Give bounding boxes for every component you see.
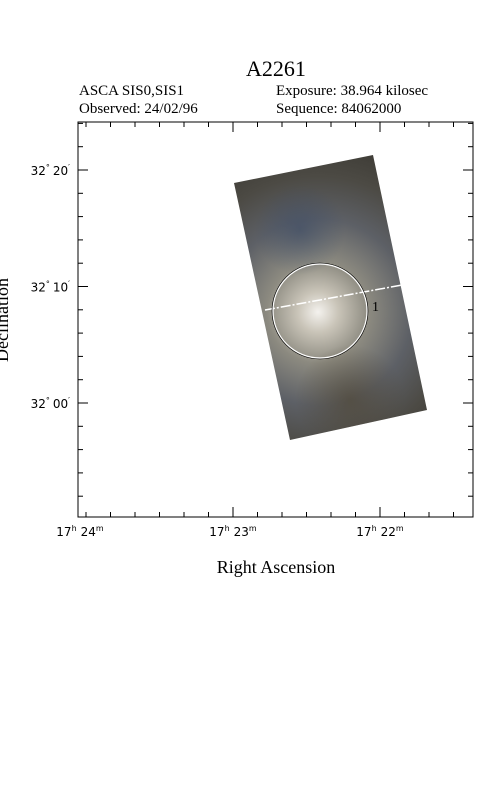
x-tick-label: 17h 24m — [56, 524, 104, 539]
instrument: ASCA SIS0,SIS1 — [79, 83, 184, 99]
value: 17 — [56, 525, 71, 539]
unit: ′ — [68, 396, 70, 405]
value: 17 — [356, 525, 371, 539]
ticks — [78, 122, 473, 517]
value: 17 — [209, 525, 224, 539]
unit: m — [396, 524, 404, 533]
unit: m — [249, 524, 257, 533]
sequence: Sequence: 84062000 — [276, 101, 401, 117]
value: 20 — [53, 164, 68, 178]
y-tick-label: 32° 00′ — [31, 396, 71, 411]
unit: h — [372, 524, 377, 533]
unit: ′ — [68, 280, 70, 289]
value: 32 — [31, 164, 46, 178]
source-label: 1 — [372, 300, 379, 315]
detector-gap — [264, 284, 403, 311]
unit: ° — [46, 396, 50, 405]
unit: m — [96, 524, 104, 533]
y-tick-label: 32° 20′ — [31, 163, 71, 178]
unit: ′ — [68, 163, 70, 172]
title: A2261 — [246, 56, 306, 81]
value: 10 — [53, 281, 68, 295]
value: 00 — [53, 397, 68, 411]
source-region-outline — [271, 262, 369, 360]
value: 32 — [31, 397, 46, 411]
x-tick-label: 17h 22m — [356, 524, 404, 539]
value: 22 — [381, 525, 396, 539]
y-axis-label: Declination — [0, 278, 12, 362]
value: 32 — [31, 281, 46, 295]
plot-frame — [77, 121, 474, 518]
exposure: Exposure: 38.964 kilosec — [276, 83, 428, 99]
source-region — [272, 263, 368, 359]
unit: h — [72, 524, 77, 533]
value: 23 — [234, 525, 249, 539]
x-axis-label: Right Ascension — [217, 557, 336, 577]
x-tick-label: 17h 23m — [209, 524, 257, 539]
observed-date: Observed: 24/02/96 — [79, 101, 198, 117]
value: 24 — [81, 525, 96, 539]
unit: ° — [46, 280, 50, 289]
unit: ° — [46, 163, 50, 172]
y-tick-label: 32° 10′ — [31, 280, 71, 295]
unit: h — [225, 524, 230, 533]
